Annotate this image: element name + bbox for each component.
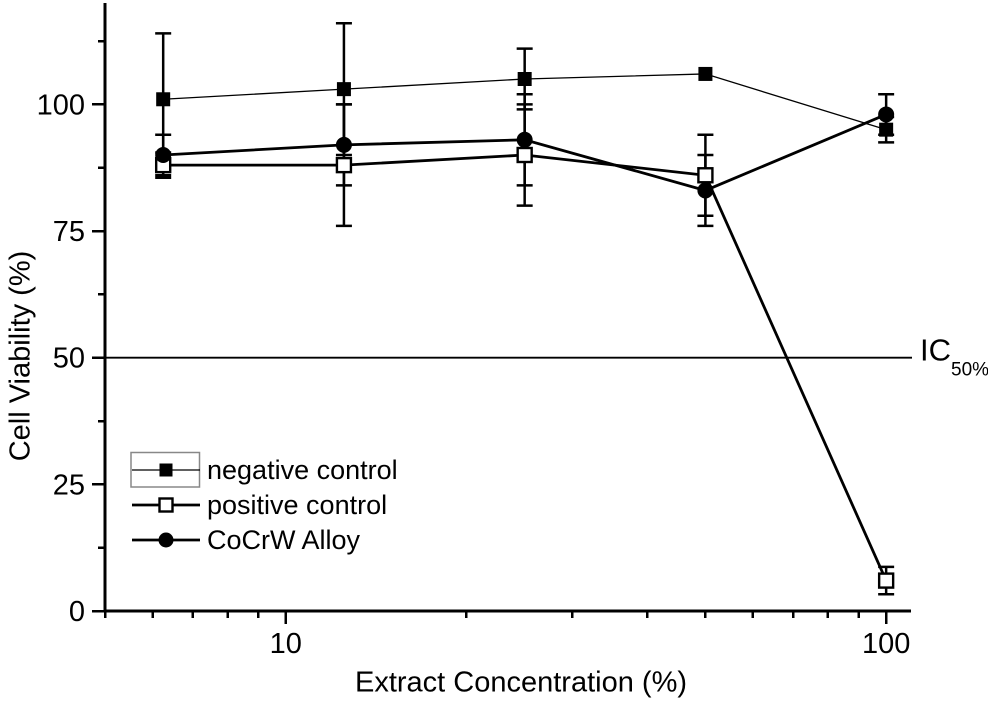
filled-circle-marker [878,106,895,123]
legend-filled-circle-marker [158,532,174,548]
legend-open-square-marker [158,497,174,513]
legend-entry-label: positive control [207,490,387,520]
y-tick-label: 75 [53,216,85,248]
x-tick-label: 100 [862,628,910,660]
legend-entry-label: CoCrW Alloy [207,525,361,555]
open-square-marker [697,167,714,184]
open-square-marker [335,156,353,174]
open-square-marker [877,572,895,589]
ic50-label: IC50% [920,333,988,381]
filled-circle-marker [697,182,714,199]
filled-square-marker [517,72,532,86]
y-tick-label: 50 [53,343,85,375]
filled-square-marker [698,66,713,81]
y-axis-title: Cell Viability (%) [4,250,37,462]
legend-entry-label: negative control [207,455,398,485]
filled-circle-marker [516,131,533,148]
legend-filled-square-marker [159,463,173,477]
filled-square-marker [156,92,171,107]
filled-circle-marker [335,136,352,153]
filled-square-marker [336,82,351,97]
y-tick-label: 0 [69,596,85,628]
x-axis-title: Extract Concentration (%) [354,666,688,699]
open-square-marker [516,146,533,164]
x-tick-label: 10 [270,628,302,660]
y-tick-label: 25 [53,469,85,501]
y-tick-label: 100 [37,89,85,121]
filled-circle-marker [155,147,172,163]
filled-square-marker [879,122,894,137]
